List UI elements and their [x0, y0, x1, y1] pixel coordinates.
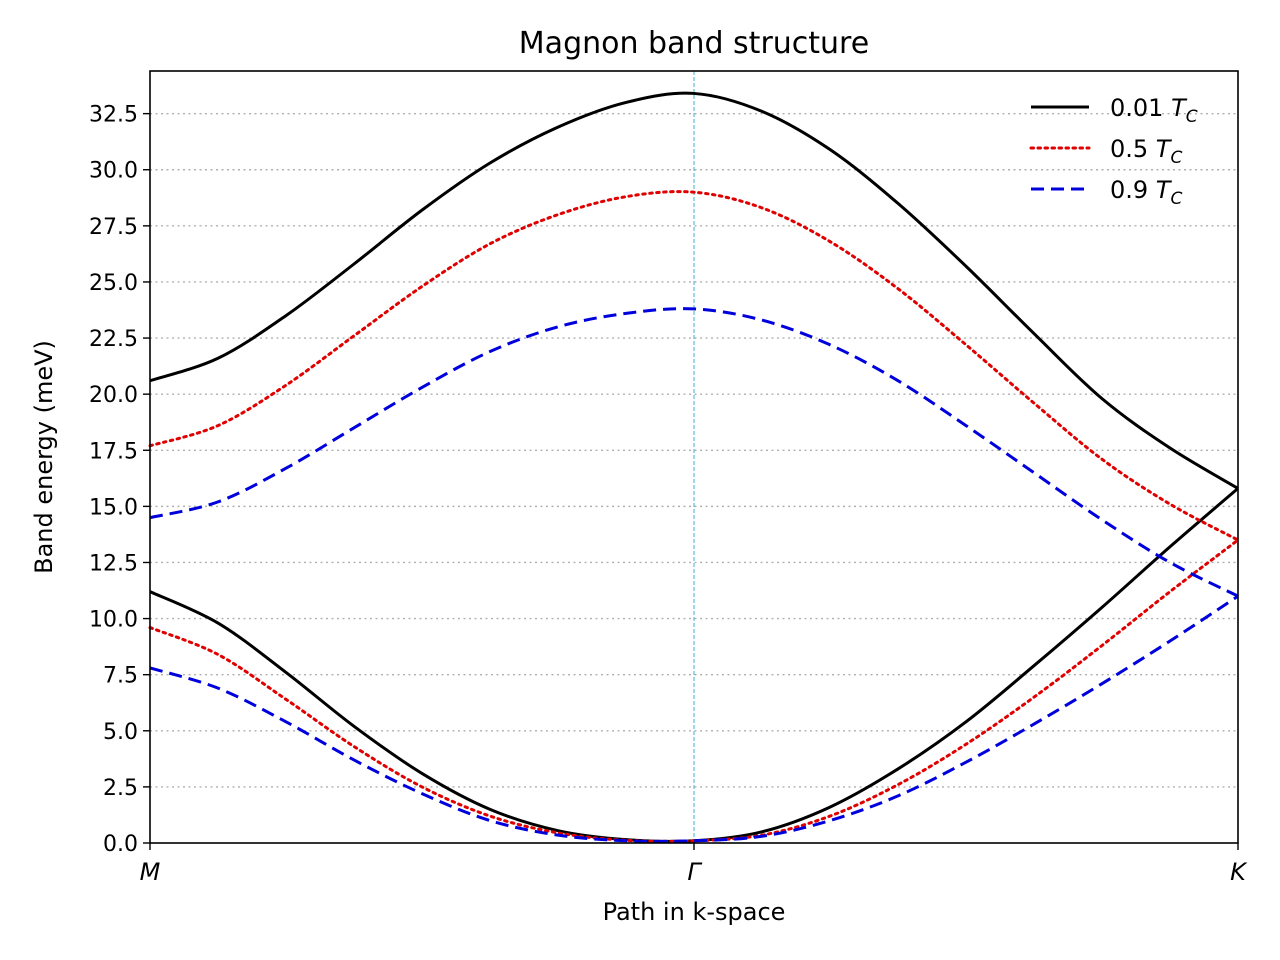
chart-title: Magnon band structure [519, 26, 869, 61]
legend-label-0: 0.01 TC [1110, 94, 1198, 127]
y-tick-label-6: 15.0 [89, 495, 138, 520]
series-line-0_9-lower [149, 594, 1239, 843]
y-tick-label-10: 25.0 [89, 271, 138, 296]
legend-label-2: 0.9 TC [1110, 176, 1182, 209]
x-tick-label-0: M [140, 858, 161, 886]
y-tick-label-8: 20.0 [89, 383, 138, 408]
legend-label-1: 0.5 TC [1110, 135, 1182, 168]
y-ticks-layer: 0.0 2.5 5.0 7.5 10.0 12.5 15.0 17.5 20.0 22.5 25.0… [89, 103, 150, 857]
y-tick-label-7: 17.5 [89, 439, 138, 464]
y-axis-label: Band energy (meV) [30, 340, 58, 574]
y-tick-label-12: 30.0 [89, 159, 138, 184]
legend: 0.01 TC 0.5 TC 0.9 TC [1029, 94, 1198, 209]
series-line-0_5-lower [148, 538, 1240, 843]
y-tick-label-3: 7.5 [103, 664, 138, 689]
y-tick-label-4: 10.0 [89, 608, 138, 633]
series-layer [148, 91, 1240, 843]
x-tick-label-2: K [1230, 858, 1248, 886]
series-line-0_01-upper [149, 91, 1239, 490]
series-line-0_9-upper [149, 307, 1239, 598]
y-tick-label-11: 27.5 [89, 215, 138, 240]
series-line-0_5-upper [148, 190, 1240, 542]
y-tick-label-2: 5.0 [103, 720, 138, 745]
x-tick-label-1: Γ [687, 858, 702, 886]
y-tick-label-0: 0.0 [103, 832, 138, 857]
y-tick-label-9: 22.5 [89, 327, 138, 352]
y-tick-label-5: 12.5 [89, 551, 138, 576]
y-tick-label-13: 32.5 [89, 103, 138, 128]
x-axis-label: Path in k-space [603, 898, 786, 926]
y-tick-label-1: 2.5 [103, 776, 138, 801]
